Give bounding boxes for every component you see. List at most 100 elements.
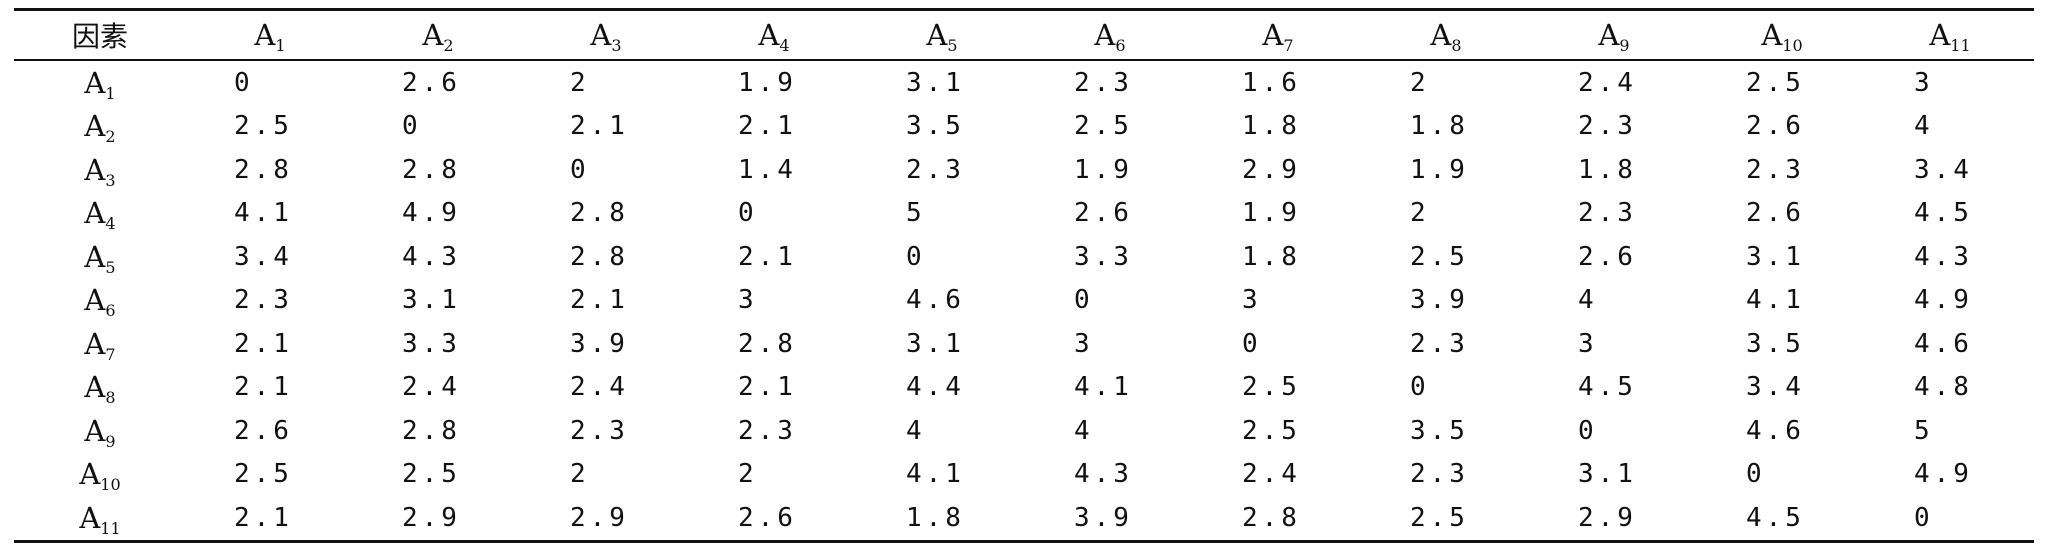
column-header: A7 xyxy=(1194,11,1362,59)
table-cell: 2.8 xyxy=(1242,502,1301,533)
row-label-base: A xyxy=(84,413,106,448)
table-cell: 3.5 xyxy=(1746,328,1805,359)
table-cell: 0 xyxy=(234,67,254,98)
table-cell: 2 xyxy=(1410,198,1430,229)
table-cell: 3.9 xyxy=(570,328,629,359)
table-cell: 2.9 xyxy=(570,502,629,533)
table-cell: 2.1 xyxy=(234,502,293,533)
row-label-subscript: 1 xyxy=(105,83,116,103)
table-cell: 2.1 xyxy=(738,372,797,403)
column-header-base: A xyxy=(1262,18,1284,52)
table-cell: 0 xyxy=(1410,372,1430,403)
table-cell: 2.6 xyxy=(1746,111,1805,142)
table-cell: 0 xyxy=(1746,459,1766,490)
column-header-subscript: 3 xyxy=(611,36,622,55)
table-cell: 2.1 xyxy=(570,111,629,142)
row-label-base: A xyxy=(84,152,106,187)
table-cell: 3.5 xyxy=(906,111,965,142)
column-header-subscript: 9 xyxy=(1619,36,1630,55)
table-cell: 2.8 xyxy=(234,154,293,185)
row-label-subscript: 3 xyxy=(105,170,116,190)
table-cell: 1.9 xyxy=(738,67,797,98)
column-header: A8 xyxy=(1362,11,1530,59)
column-header: A4 xyxy=(690,11,858,59)
table-cell: 0 xyxy=(738,198,758,229)
table-cell: 3 xyxy=(1578,328,1598,359)
table-cell: 3.4 xyxy=(1914,154,1973,185)
table-cell: 3.1 xyxy=(906,67,965,98)
column-header-base: A xyxy=(590,18,612,52)
table-cell: 2.6 xyxy=(738,502,797,533)
column-header-base: A xyxy=(926,18,948,52)
column-header-subscript: 11 xyxy=(1950,36,1971,55)
table-row: A10 2.5 2.5 2 2 4.1 4.3 2.4 2.3 3.1 0 4.9 xyxy=(14,453,2034,497)
table-cell: 2.5 xyxy=(1242,415,1301,446)
table-row: A4 4.1 4.9 2.8 0 5 2.6 1.9 2 2.3 2.6 4.5 xyxy=(14,192,2034,236)
table-cell: 2.5 xyxy=(1410,502,1469,533)
row-label: A11 xyxy=(14,496,186,540)
table-cell: 3.1 xyxy=(906,328,965,359)
column-header-base: A xyxy=(1094,18,1116,52)
table-cell: 2.8 xyxy=(402,415,461,446)
column-header-subscript: 5 xyxy=(947,36,958,55)
table-cell: 3.1 xyxy=(1746,241,1805,272)
table-cell: 4.1 xyxy=(1074,372,1133,403)
bottom-rule xyxy=(14,539,2034,543)
table-row: A1 0 2.6 2 1.9 3.1 2.3 1.6 2 2.4 2.5 3 xyxy=(14,61,2034,105)
table-cell: 2.5 xyxy=(234,459,293,490)
table-cell: 2.3 xyxy=(1578,111,1637,142)
row-label-base: A xyxy=(79,500,101,535)
table-cell: 2.9 xyxy=(1242,154,1301,185)
table-cell: 2.1 xyxy=(738,241,797,272)
table-row: A9 2.6 2.8 2.3 2.3 4 4 2.5 3.5 0 4.6 5 xyxy=(14,409,2034,453)
table-cell: 4.3 xyxy=(402,241,461,272)
column-header-base: A xyxy=(1929,18,1951,52)
table-cell: 2.1 xyxy=(234,328,293,359)
table-cell: 0 xyxy=(1578,415,1598,446)
column-header-subscript: 1 xyxy=(275,36,286,55)
table-cell: 4 xyxy=(1578,285,1598,316)
header-row: 因素 A1 A2 A3 A4 A5 A6 A7 A8 A9 A10 A11 xyxy=(14,11,2034,59)
table-cell: 2.6 xyxy=(1074,198,1133,229)
table-cell: 3.5 xyxy=(1410,415,1469,446)
table-cell: 3.4 xyxy=(234,241,293,272)
table-cell: 1.8 xyxy=(1410,111,1469,142)
table-cell: 3 xyxy=(738,285,758,316)
table-cell: 2.5 xyxy=(1242,372,1301,403)
row-label-base: A xyxy=(84,370,106,405)
column-header-subscript: 2 xyxy=(443,36,454,55)
row-label-subscript: 11 xyxy=(100,518,121,538)
table-cell: 2.3 xyxy=(738,415,797,446)
row-label-subscript: 2 xyxy=(105,127,116,147)
row-label-base: A xyxy=(84,109,106,144)
table-cell: 4.1 xyxy=(906,459,965,490)
table-cell: 1.6 xyxy=(1242,67,1301,98)
table-cell: 1.8 xyxy=(906,502,965,533)
table-cell: 2.3 xyxy=(1746,154,1805,185)
column-header-subscript: 10 xyxy=(1782,36,1803,55)
table-cell: 3.9 xyxy=(1074,502,1133,533)
row-label-base: A xyxy=(84,239,106,274)
table-cell: 1.8 xyxy=(1578,154,1637,185)
table-cell: 2.3 xyxy=(234,285,293,316)
table-cell: 2.4 xyxy=(402,372,461,403)
table-cell: 2.3 xyxy=(1410,328,1469,359)
table-cell: 1.9 xyxy=(1074,154,1133,185)
column-header-base: A xyxy=(422,18,444,52)
table-cell: 2 xyxy=(1410,67,1430,98)
row-label: A4 xyxy=(14,192,186,236)
row-label-base: A xyxy=(84,65,106,100)
table-cell: 4.5 xyxy=(1578,372,1637,403)
table-cell: 4.9 xyxy=(1914,285,1973,316)
table-cell: 0 xyxy=(570,154,590,185)
table-cell: 2.6 xyxy=(1578,241,1637,272)
table-cell: 4.6 xyxy=(906,285,965,316)
row-label-subscript: 10 xyxy=(100,475,121,495)
column-header-base: A xyxy=(1430,18,1452,52)
table-cell: 2.8 xyxy=(570,241,629,272)
table-cell: 2.4 xyxy=(570,372,629,403)
row-label: A6 xyxy=(14,279,186,323)
table-cell: 0 xyxy=(402,111,422,142)
table-body: A1 0 2.6 2 1.9 3.1 2.3 1.6 2 2.4 2.5 3 A2 2.5 0 2.1 2.1 3… xyxy=(14,61,2034,540)
column-header: A11 xyxy=(1866,11,2034,59)
